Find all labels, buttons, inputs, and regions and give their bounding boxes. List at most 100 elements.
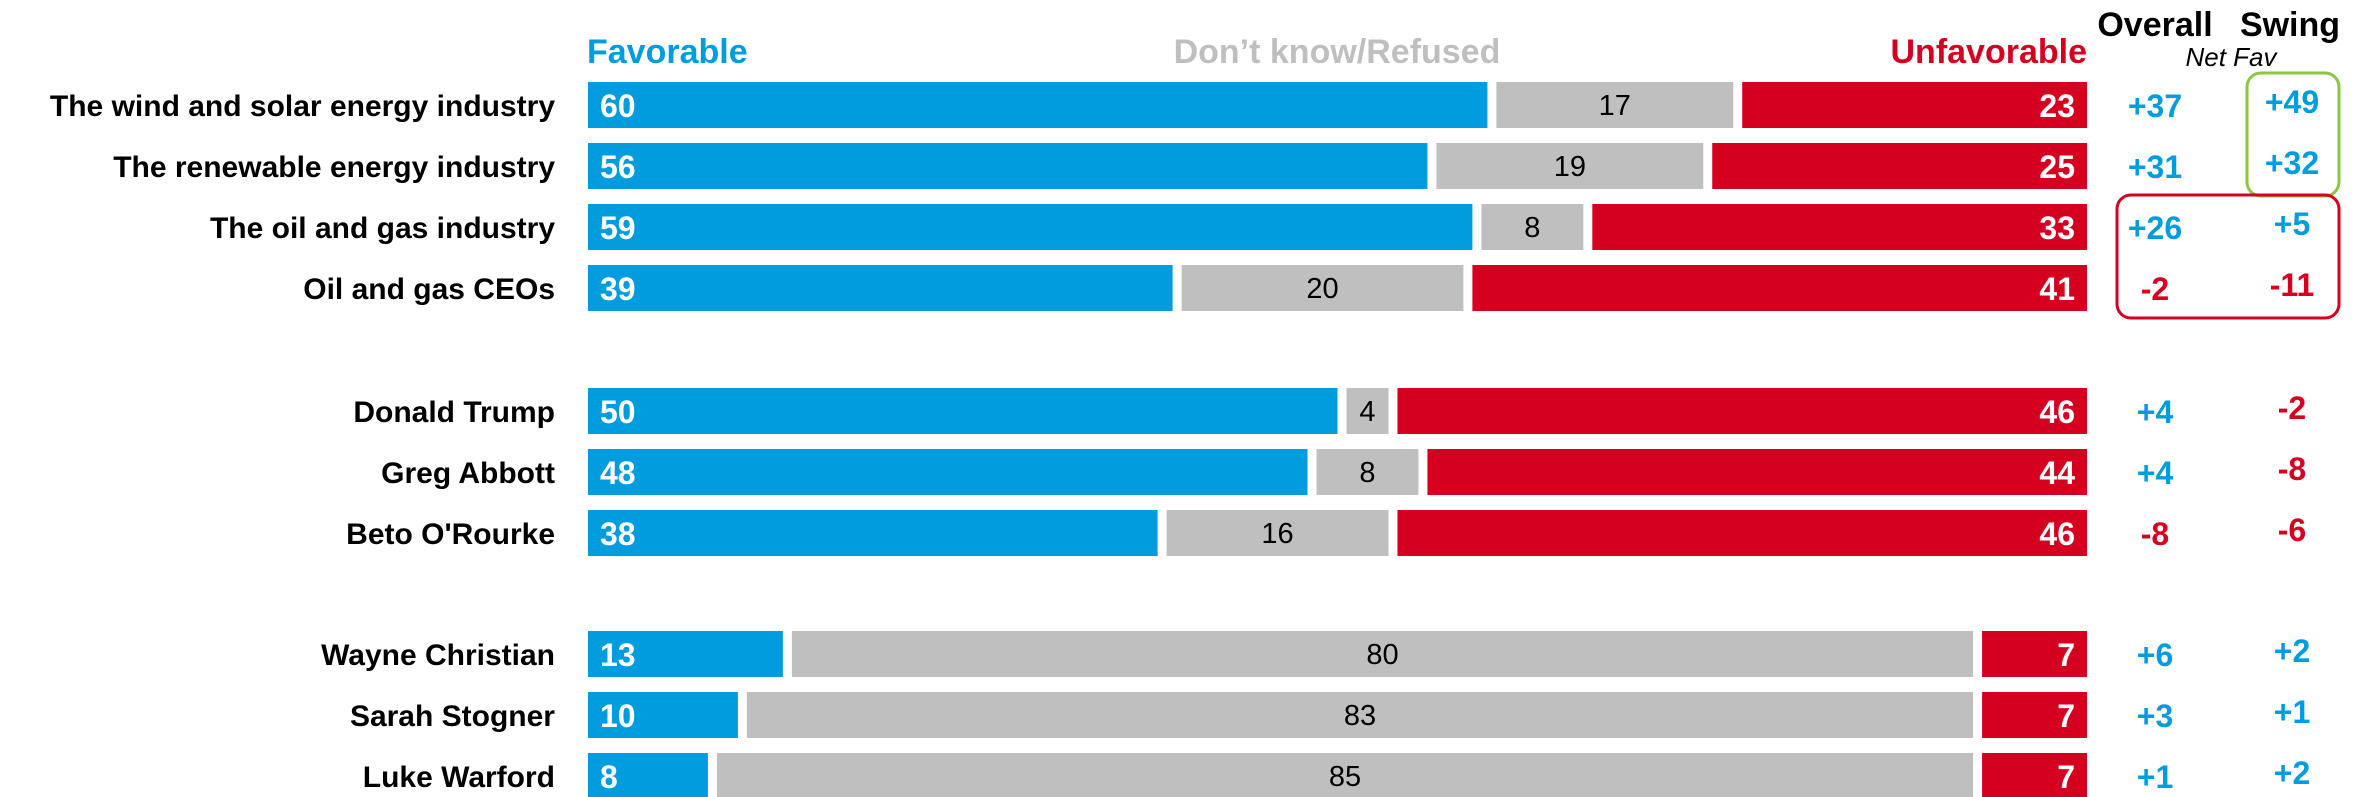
bar-unfavorable (1427, 449, 2087, 495)
row-label: The renewable energy industry (113, 151, 555, 184)
value-swing: +49 (2265, 84, 2319, 120)
bar-favorable (588, 388, 1338, 434)
row-label: Wayne Christian (321, 639, 555, 672)
value-favorable: 39 (600, 271, 636, 307)
bar-dont-know (1316, 449, 1419, 495)
bar-unfavorable (1982, 692, 2087, 738)
value-overall-net: +4 (2137, 394, 2174, 430)
value-swing: -6 (2278, 512, 2306, 548)
value-favorable: 60 (600, 88, 636, 124)
value-favorable: 13 (600, 637, 636, 673)
value-swing: +2 (2274, 633, 2310, 669)
value-swing: +2 (2274, 755, 2310, 791)
bar-row: Sarah Stogner 10 83 7 +3 +1 (350, 692, 2310, 738)
value-favorable: 38 (600, 516, 636, 552)
legend-dont-know: Don’t know/Refused (1174, 33, 1501, 71)
row-label: Donald Trump (353, 396, 555, 429)
swing-header: Swing (2240, 6, 2340, 44)
legend: Favorable Don’t know/Refused Unfavorable (587, 33, 2087, 71)
bar-row: Donald Trump 50 4 46 +4 -2 (353, 388, 2306, 434)
value-overall-net: +37 (2128, 88, 2182, 124)
row-label: The oil and gas industry (210, 212, 555, 245)
value-dont-know: 4 (1359, 396, 1375, 428)
legend-unfavorable: Unfavorable (1891, 33, 2088, 71)
value-swing: +32 (2265, 145, 2319, 181)
bar-favorable (588, 82, 1488, 128)
bar-favorable (588, 753, 708, 797)
value-dont-know: 20 (1306, 273, 1338, 305)
row-label: Sarah Stogner (350, 700, 555, 733)
value-unfavorable: 23 (2039, 88, 2075, 124)
row-label: Greg Abbott (381, 457, 555, 490)
value-unfavorable: 7 (2057, 637, 2075, 673)
value-unfavorable: 7 (2057, 698, 2075, 734)
value-dont-know: 83 (1344, 700, 1376, 732)
value-dont-know: 8 (1524, 212, 1540, 244)
value-unfavorable: 46 (2039, 516, 2075, 552)
bar-dont-know (1481, 204, 1584, 250)
bar-dont-know (1496, 82, 1734, 128)
bar-unfavorable (1472, 265, 2087, 311)
value-overall-net: -2 (2141, 271, 2169, 307)
bar-row: Greg Abbott 48 8 44 +4 -8 (381, 449, 2306, 495)
value-dont-know: 8 (1359, 457, 1375, 489)
bar-unfavorable (1397, 510, 2087, 556)
value-overall-net: +3 (2137, 698, 2173, 734)
bar-row: Oil and gas CEOs 39 20 41 -2 -11 (303, 265, 2314, 311)
value-overall-net: -8 (2141, 516, 2169, 552)
row-label: Luke Warford (363, 761, 555, 794)
value-swing: +5 (2274, 206, 2310, 242)
column-headers: Overall Swing Net Fav (2097, 6, 2340, 72)
bar-unfavorable (1592, 204, 2087, 250)
value-swing: -8 (2278, 451, 2306, 487)
value-favorable: 56 (600, 149, 636, 185)
value-favorable: 59 (600, 210, 636, 246)
bar-row: Luke Warford 8 85 7 +1 +2 (363, 753, 2310, 797)
value-dont-know: 80 (1366, 639, 1398, 671)
bar-unfavorable (1982, 631, 2087, 677)
value-unfavorable: 7 (2057, 759, 2075, 795)
value-overall-net: +26 (2128, 210, 2182, 246)
bar-dont-know (746, 692, 1974, 738)
bar-unfavorable (1982, 753, 2087, 797)
bar-dont-know (716, 753, 1974, 797)
bar-row: Beto O'Rourke 38 16 46 -8 -6 (346, 510, 2306, 556)
bar-row: The oil and gas industry 59 8 33 +26 +5 (210, 204, 2310, 250)
value-favorable: 8 (600, 759, 618, 795)
value-swing: -2 (2278, 390, 2306, 426)
bar-row: Wayne Christian 13 80 7 +6 +2 (321, 631, 2310, 677)
value-favorable: 10 (600, 698, 636, 734)
row-label: Beto O'Rourke (346, 518, 555, 551)
value-swing: -11 (2270, 267, 2314, 303)
bar-unfavorable (1397, 388, 2087, 434)
bar-favorable (588, 631, 783, 677)
bar-dont-know (1166, 510, 1389, 556)
highlight-box-red (2115, 193, 2341, 320)
value-dont-know: 19 (1554, 151, 1586, 183)
bar-favorable (588, 510, 1158, 556)
value-dont-know: 85 (1329, 761, 1361, 793)
value-unfavorable: 41 (2039, 271, 2075, 307)
value-swing: +1 (2274, 694, 2310, 730)
row-label: The wind and solar energy industry (50, 90, 555, 123)
bar-favorable (588, 143, 1428, 189)
bar-unfavorable (1712, 143, 2087, 189)
value-overall-net: +1 (2137, 759, 2173, 795)
value-unfavorable: 44 (2039, 455, 2075, 491)
value-unfavorable: 25 (2039, 149, 2075, 185)
bar-unfavorable (1742, 82, 2087, 128)
bar-row: The renewable energy industry 56 19 25 +31 +3… (113, 143, 2319, 189)
row-label: Oil and gas CEOs (303, 273, 555, 306)
bar-row: The wind and solar energy industry 60 17 23… (50, 82, 2319, 128)
value-dont-know: 16 (1261, 518, 1293, 550)
bar-dont-know (791, 631, 1974, 677)
bar-favorable (588, 692, 738, 738)
value-unfavorable: 46 (2039, 394, 2075, 430)
net-fav-subheader: Net Fav (2185, 42, 2278, 72)
bar-dont-know (1346, 388, 1389, 434)
highlight-boxes (2115, 71, 2341, 320)
value-favorable: 50 (600, 394, 636, 430)
value-favorable: 48 (600, 455, 636, 491)
value-overall-net: +6 (2137, 637, 2173, 673)
